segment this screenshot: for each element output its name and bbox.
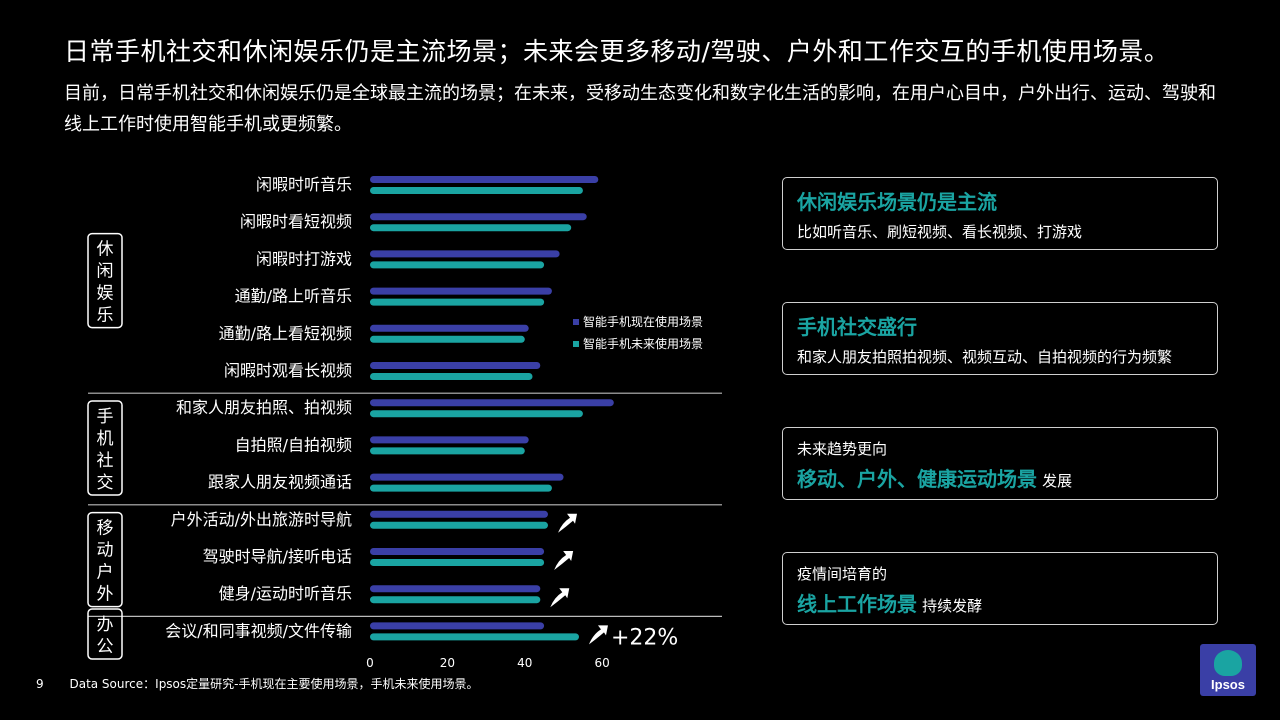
callout-mobile: 未来趋势更向 移动、户外、健康运动场景 发展	[782, 427, 1218, 500]
group-label-char: 动	[97, 541, 114, 561]
growth-annotation: +22%	[611, 625, 678, 650]
bar-chart: 闲暇时听音乐闲暇时看短视频闲暇时打游戏通勤/路上听音乐通勤/路上看短视频闲暇时观…	[87, 175, 722, 670]
callout-pre: 疫情间培育的	[797, 565, 888, 583]
bar-future	[370, 521, 548, 529]
group-label-char: 交	[97, 473, 114, 493]
x-tick-label: 0	[366, 656, 374, 670]
group-label-char: 休	[97, 240, 114, 260]
category-label: 跟家人朋友视频通话	[208, 473, 352, 492]
group-label-char: 移	[97, 519, 114, 539]
callout-work: 疫情间培育的 线上工作场景 持续发酵	[782, 552, 1218, 625]
bar-future	[370, 559, 545, 566]
callout-suffix: 持续发酵	[922, 597, 983, 615]
bar-future	[370, 187, 583, 194]
trend-up-arrow-icon	[558, 513, 578, 533]
logo-mark-icon	[1214, 650, 1242, 676]
bar-future	[370, 261, 545, 269]
group-label-box	[87, 400, 123, 496]
category-label: 驾驶时导航/接听电话	[203, 547, 352, 566]
callout-head: 手机社交盛行	[797, 315, 917, 339]
category-label: 户外活动/外出旅游时导航	[171, 510, 352, 529]
page-subtitle: 目前，日常手机社交和休闲娱乐仍是全球最主流的场景；在未来，受移动生态变化和数字化…	[64, 83, 1216, 135]
legend-swatch	[573, 319, 579, 325]
group-label-char: 户	[97, 563, 114, 583]
category-label: 闲暇时观看长视频	[224, 361, 352, 380]
category-label: 闲暇时打游戏	[256, 249, 352, 268]
category-label: 和家人朋友拍照、拍视频	[176, 398, 352, 417]
group-label-char: 办	[97, 615, 114, 635]
category-label: 会议/和同事视频/文件传输	[165, 621, 352, 640]
trend-up-arrow-icon	[588, 625, 608, 645]
bar-future	[370, 484, 552, 492]
ipsos-logo: Ipsos	[1200, 644, 1256, 696]
bar-now	[370, 622, 545, 630]
bar-now	[370, 585, 541, 593]
page-number: 9	[36, 677, 44, 691]
group-label-char: 娱	[97, 284, 114, 304]
bar-now	[370, 548, 545, 555]
x-tick-label: 40	[517, 656, 532, 670]
group-label-char: 闲	[97, 262, 114, 282]
group-label-char: 公	[97, 637, 114, 657]
callout-desc: 比如听音乐、刷短视频、看长视频、打游戏	[797, 223, 1083, 241]
bar-future	[370, 224, 572, 232]
callout-pre: 未来趋势更向	[797, 440, 888, 458]
callout-suffix: 发展	[1042, 472, 1073, 490]
bar-now	[370, 436, 529, 444]
callout-head: 线上工作场景	[797, 592, 917, 616]
bar-now	[370, 473, 564, 481]
group-label-box	[87, 511, 123, 608]
group-label-char: 机	[97, 429, 114, 449]
trend-up-arrow-icon	[550, 588, 570, 608]
bar-future	[370, 447, 525, 455]
data-source: Data Source：Ipsos定量研究-手机现在主要使用场景，手机未来使用场…	[69, 677, 479, 691]
category-label: 闲暇时听音乐	[256, 175, 352, 194]
callout-desc: 和家人朋友拍照拍视频、视频互动、自拍视频的行为频繁	[797, 348, 1173, 366]
x-tick-label: 60	[595, 656, 610, 670]
callout-head: 休闲娱乐场景仍是主流	[797, 190, 997, 214]
bar-now	[370, 250, 560, 258]
legend-swatch	[573, 341, 579, 347]
bar-now	[370, 176, 599, 183]
trend-up-arrow-icon	[554, 551, 574, 570]
callout-head: 移动、户外、健康运动场景	[797, 467, 1037, 491]
group-label-char: 社	[97, 451, 114, 471]
bar-future	[370, 633, 579, 641]
group-label-box	[87, 232, 123, 329]
bar-future	[370, 298, 545, 306]
x-tick-label: 20	[440, 656, 455, 670]
group-label-char: 乐	[97, 306, 114, 326]
category-label: 闲暇时看短视频	[240, 212, 352, 231]
callout-leisure: 休闲娱乐场景仍是主流 比如听音乐、刷短视频、看长视频、打游戏	[782, 177, 1218, 250]
page-title: 日常手机社交和休闲娱乐仍是主流场景；未来会更多移动/驾驶、户外和工作交互的手机使…	[64, 37, 1170, 66]
category-label: 自拍照/自拍视频	[235, 435, 352, 454]
group-label-char: 手	[97, 407, 114, 427]
bar-future	[370, 596, 541, 604]
bar-now	[370, 287, 552, 295]
footer: 9 Data Source：Ipsos定量研究-手机现在主要使用场景，手机未来使…	[36, 675, 479, 692]
bar-future	[370, 373, 533, 380]
category-label: 通勤/路上看短视频	[219, 324, 352, 343]
category-label: 通勤/路上听音乐	[235, 287, 352, 306]
callout-social: 手机社交盛行 和家人朋友拍照拍视频、视频互动、自拍视频的行为频繁	[782, 302, 1218, 375]
bar-future	[370, 335, 525, 343]
category-label: 健身/运动时听音乐	[219, 584, 352, 603]
bar-now	[370, 399, 614, 407]
legend-label: 智能手机现在使用场景	[583, 314, 703, 329]
bar-now	[370, 362, 541, 369]
bar-now	[370, 213, 587, 221]
bar-future	[370, 410, 583, 418]
bar-now	[370, 510, 548, 518]
bar-now	[370, 324, 529, 332]
logo-text: Ipsos	[1211, 677, 1245, 692]
group-label-box	[87, 608, 123, 660]
legend-label: 智能手机未来使用场景	[583, 336, 703, 351]
group-label-char: 外	[97, 585, 114, 605]
